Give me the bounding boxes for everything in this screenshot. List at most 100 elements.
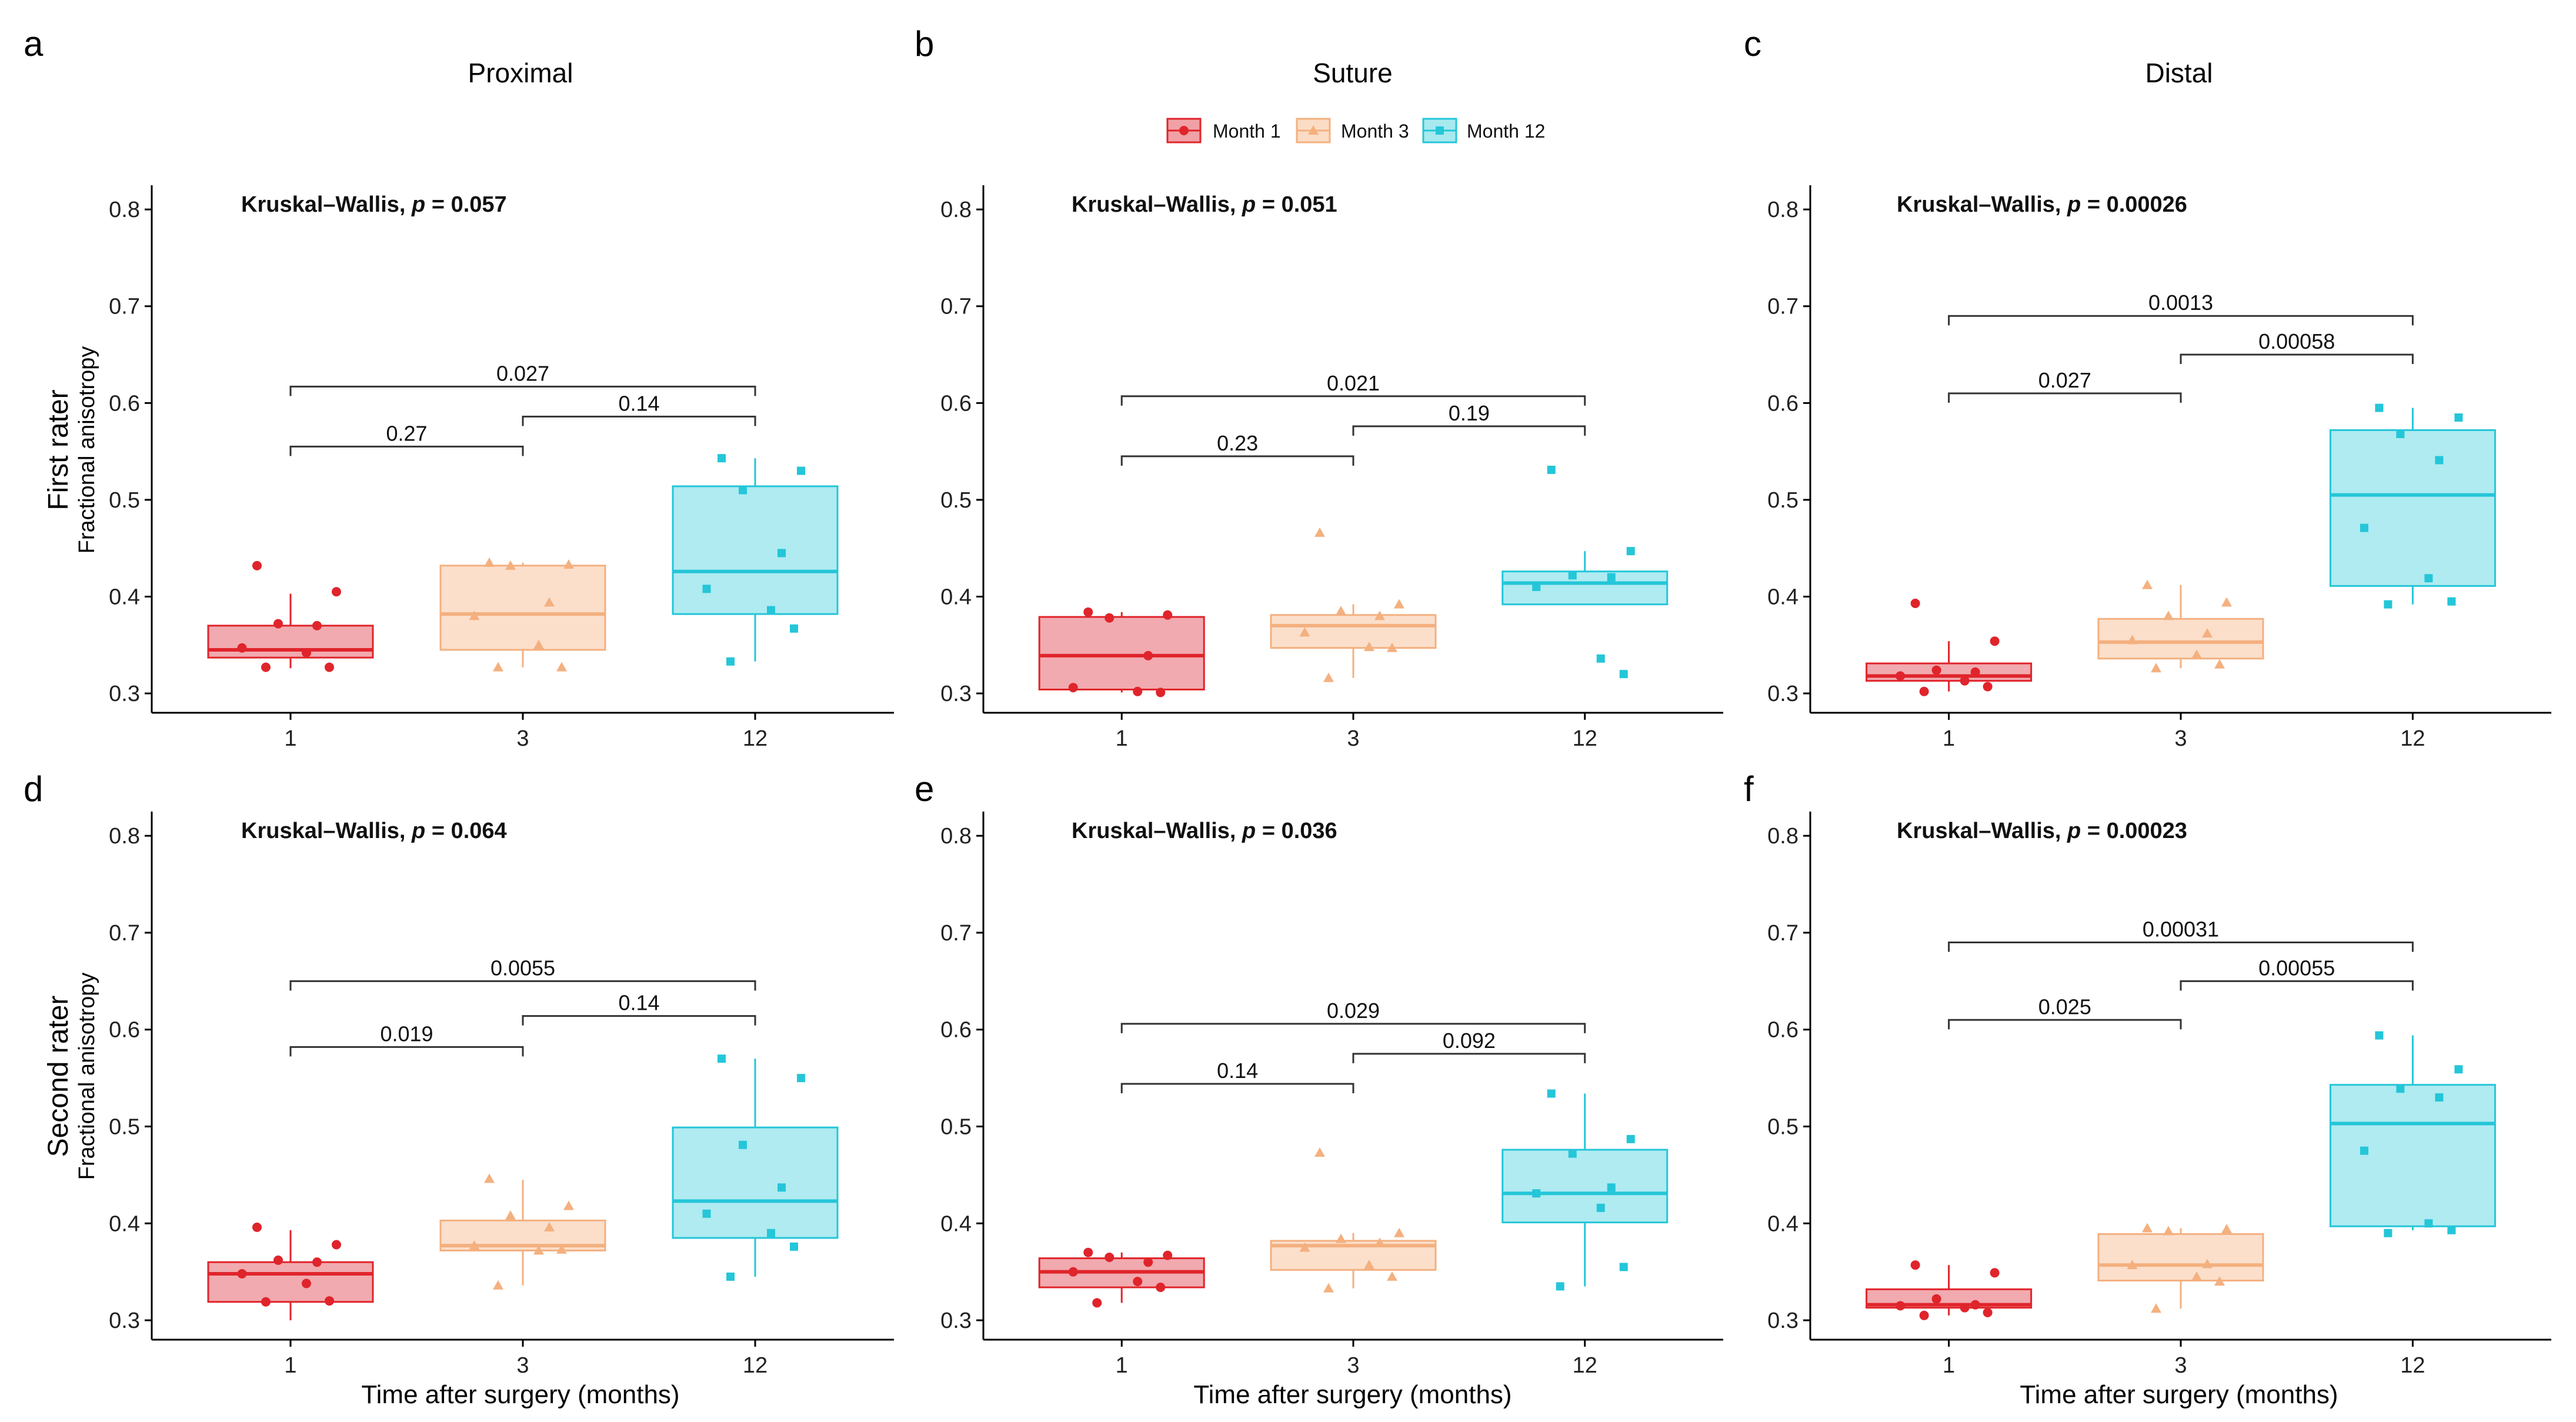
data-point [767,1229,776,1237]
data-point [767,606,776,615]
y-tick-label: 0.6 [109,1018,140,1043]
x-tick-label: 1 [284,726,296,751]
box-iqr [1501,1149,1669,1224]
bracket-line [1352,1053,1586,1063]
bracket-p-value: 0.00058 [2258,329,2335,353]
data-point [2151,1303,2161,1313]
y-tick-label: 0.8 [109,198,140,222]
y-tick-label: 0.8 [1767,824,1798,849]
data-point [1919,686,1929,696]
x-tick-label: 1 [284,1353,296,1378]
panels: a 0.3 0.4 0.5 0.6 0.7 0.8 1 3 12 Kruskal–Wallis, p… [24,24,2551,1378]
data-point [2375,403,2384,412]
box-month-12 [672,1054,839,1281]
x-tick-label: 1 [1116,1353,1128,1378]
bracket-line [1948,1019,2182,1030]
bracket-line [1120,1083,1354,1094]
data-point [1387,1271,1397,1281]
y-tick-label: 0.5 [109,488,140,513]
data-point [790,624,799,633]
data-point [1374,1237,1385,1247]
data-point [1336,1233,1346,1243]
x-tick-label: 3 [2174,726,2187,751]
legend-item-month-3: Month 3 [1296,118,1409,143]
x-axis-label-col-1: Time after surgery (months) [361,1380,679,1409]
comparison-bracket: 0.14 [522,391,756,426]
row-label-second-rater: Second rater [43,996,74,1157]
bracket-line [1120,1023,1586,1033]
box-iqr [672,485,839,615]
y-tick-label: 0.4 [1767,1211,1798,1236]
comparison-bracket: 0.0013 [1948,291,2414,326]
data-point [505,1210,516,1220]
comparison-bracket: 0.025 [1948,994,2182,1030]
data-point [2396,1084,2405,1093]
data-point [1299,1242,1310,1252]
y-tick-label: 0.7 [940,295,972,319]
data-point [1532,583,1541,592]
data-point [1532,1189,1541,1198]
x-tick-label: 3 [2174,1353,2187,1378]
y-tick-label: 0.7 [1767,921,1798,946]
bracket-p-value: 0.27 [386,421,427,445]
data-point [1990,1268,2000,1278]
box-month-12 [1501,1089,1669,1291]
box-month-1 [1038,1247,1205,1308]
y-tick-label: 0.3 [109,1308,140,1333]
box-iqr [1270,614,1437,649]
data-point [505,560,516,570]
data-point [2447,597,2456,606]
data-point [2127,1260,2138,1270]
bracket-line [289,980,756,991]
box-month-1 [1038,607,1205,697]
comparison-bracket: 0.021 [1120,371,1586,406]
y-tick-label: 0.5 [1767,1115,1798,1140]
data-point [469,610,480,620]
data-point [1156,687,1166,697]
data-point [778,1183,786,1192]
data-point [2163,1226,2174,1236]
bracket-p-value: 0.14 [618,391,659,415]
data-point [1919,1310,1929,1320]
data-point [493,662,503,672]
x-tick-label: 12 [2400,1353,2425,1378]
box-month-1 [1866,599,2033,696]
box-iqr [672,1126,839,1239]
box-iqr [2097,617,2264,660]
y-axis-label-second-rater: Fractional anisotropy [75,973,99,1180]
data-point [533,639,544,649]
x-tick-label: 3 [516,1353,529,1378]
bracket-line [2180,980,2414,991]
data-point [1910,599,1920,609]
data-point [778,549,786,558]
data-point [1068,1267,1078,1277]
data-point [1336,606,1346,616]
data-point [2424,574,2433,583]
y-tick-label: 0.6 [109,391,140,416]
data-point [2454,1065,2463,1074]
kruskal-wallis-label: Kruskal–Wallis, p = 0.00026 [1897,192,2187,217]
panel-letter-d: d [24,769,43,809]
bracket-p-value: 0.021 [1327,371,1380,395]
panel-letter-e: e [915,769,934,809]
data-point [563,1200,574,1210]
x-tick-label: 12 [2400,726,2425,751]
data-point [252,560,262,570]
data-point [2191,1271,2202,1281]
bracket-line [522,415,756,426]
box-iqr [207,625,374,659]
data-point [1990,636,2000,646]
bracket-p-value: 0.027 [2038,368,2091,392]
panel-c: c 0.3 0.4 0.5 0.6 0.7 0.8 1 3 12 Kruskal–Wallis, p… [1744,24,2551,751]
y-tick-label: 0.8 [940,198,972,222]
data-point [1092,1298,1102,1308]
data-point [556,1244,567,1254]
x-axis-label-col-2: Time after surgery (months) [1193,1380,1511,1409]
bracket-p-value: 0.027 [496,361,549,385]
data-point [2202,628,2213,638]
box-month-3 [1270,1147,1437,1293]
box-month-3 [2097,579,2264,673]
data-point [2214,1276,2225,1286]
data-point [1556,1282,1564,1291]
y-tick-label: 0.5 [109,1115,140,1140]
